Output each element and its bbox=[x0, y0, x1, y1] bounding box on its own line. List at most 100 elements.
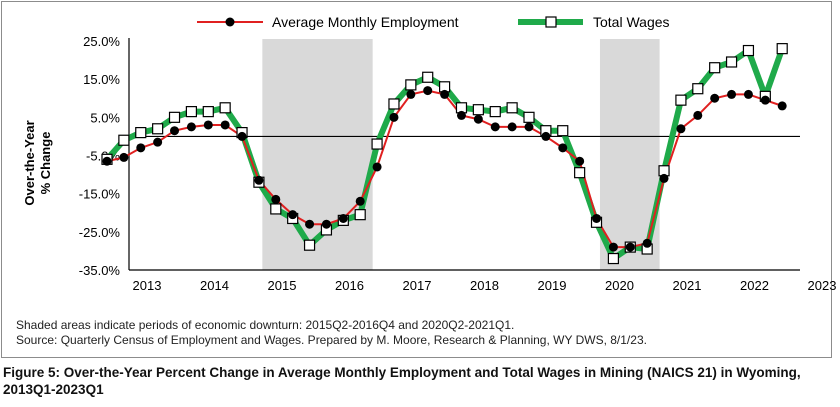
employment-point bbox=[524, 122, 534, 132]
employment-point bbox=[153, 137, 163, 147]
employment-point bbox=[220, 120, 230, 130]
series-group bbox=[101, 43, 788, 265]
employment-point bbox=[338, 213, 348, 223]
x-tick-label: 2018 bbox=[470, 278, 499, 293]
employment-point bbox=[119, 152, 129, 162]
total-wages-point bbox=[489, 106, 501, 118]
employment-point bbox=[625, 242, 635, 252]
employment-point bbox=[186, 122, 196, 132]
y-axis-label-line: % Change bbox=[38, 132, 53, 195]
total-wages-point bbox=[152, 123, 164, 135]
employment-point bbox=[642, 238, 652, 248]
employment-point bbox=[558, 143, 568, 153]
employment-point bbox=[473, 114, 483, 124]
total-wages-point bbox=[354, 209, 366, 221]
employment-point bbox=[355, 196, 365, 206]
x-tick-label: 2020 bbox=[605, 278, 634, 293]
x-tick-label: 2014 bbox=[200, 278, 229, 293]
y-tick-label: 25.0% bbox=[83, 34, 120, 49]
line-chart: -35.0%-25.0%-15.0%-5.0%5.0%15.0%25.0% 20… bbox=[22, 14, 837, 293]
employment-point bbox=[507, 122, 517, 132]
legend-employment-label: Average Monthly Employment bbox=[272, 14, 459, 30]
employment-point bbox=[321, 219, 331, 229]
legend: Average Monthly Employment Total Wages bbox=[197, 14, 670, 30]
x-tick-label: 2017 bbox=[403, 278, 432, 293]
total-wages-point bbox=[303, 239, 316, 251]
total-wages-point bbox=[135, 126, 147, 139]
shaded-band-1 bbox=[262, 39, 373, 270]
source-note: Source: Quarterly Census of Employment a… bbox=[16, 333, 647, 347]
y-axis-label: Over-the-Year% Change bbox=[22, 120, 53, 205]
employment-point bbox=[271, 194, 281, 204]
x-tick-label: 2022 bbox=[740, 278, 769, 293]
employment-point bbox=[743, 89, 753, 99]
employment-point bbox=[760, 95, 770, 105]
total-wages-point bbox=[557, 125, 569, 137]
figure-caption: Figure 5: Over-the-Year Percent Change i… bbox=[3, 365, 801, 397]
total-wages-point bbox=[675, 94, 687, 106]
series-line-total-wages bbox=[104, 47, 786, 262]
x-tick-labels: 2013 2014 2015 2016 2017 2018 2019 2020 2021 2022… bbox=[133, 278, 837, 293]
total-wages-point bbox=[523, 111, 535, 123]
total-wages-point bbox=[405, 79, 417, 91]
employment-point bbox=[305, 219, 315, 229]
x-tick-label: 2013 bbox=[133, 278, 162, 293]
shading-note: Shaded areas indicate periods of economi… bbox=[16, 318, 515, 332]
chart-frame bbox=[1, 1, 832, 358]
legend-wages-marker bbox=[545, 16, 557, 28]
y-tick-label: -35.0% bbox=[79, 263, 121, 278]
employment-point bbox=[592, 213, 602, 223]
total-wages-point bbox=[270, 203, 282, 215]
employment-point bbox=[676, 124, 686, 134]
x-tick-label: 2015 bbox=[268, 278, 297, 293]
employment-point bbox=[777, 101, 787, 111]
x-tick-label: 2021 bbox=[673, 278, 702, 293]
total-wages-point bbox=[118, 134, 130, 146]
employment-point bbox=[440, 89, 450, 99]
employment-point bbox=[575, 156, 585, 166]
y-tick-labels: -35.0%-25.0%-15.0%-5.0%5.0%15.0%25.0% bbox=[79, 34, 121, 278]
employment-point bbox=[406, 89, 416, 99]
total-wages-point bbox=[422, 71, 434, 83]
axes bbox=[128, 38, 800, 271]
employment-point bbox=[693, 110, 703, 120]
x-tick-label: 2023 bbox=[808, 278, 837, 293]
total-wages-point bbox=[185, 106, 197, 118]
employment-point bbox=[389, 112, 399, 122]
y-axis-label-line: Over-the-Year bbox=[22, 120, 37, 205]
total-wages-point bbox=[472, 104, 484, 116]
employment-point bbox=[659, 173, 669, 183]
employment-point bbox=[490, 122, 500, 132]
y-tick-label: 5.0% bbox=[90, 110, 120, 125]
employment-point bbox=[136, 143, 146, 153]
employment-point bbox=[423, 86, 433, 96]
y-tick-label: 15.0% bbox=[83, 72, 120, 87]
legend-wages-label: Total Wages bbox=[593, 14, 670, 30]
employment-point bbox=[170, 126, 180, 136]
y-tick-label: -15.0% bbox=[79, 187, 121, 202]
employment-point bbox=[608, 242, 618, 252]
total-wages-point bbox=[388, 98, 400, 110]
employment-point bbox=[727, 89, 737, 99]
employment-point bbox=[254, 175, 264, 185]
total-wages-point bbox=[692, 83, 704, 95]
total-wages-point bbox=[506, 102, 518, 114]
x-tick-label: 2019 bbox=[538, 278, 567, 293]
x-tick-label: 2016 bbox=[335, 278, 364, 293]
employment-point bbox=[710, 93, 720, 103]
total-wages-point bbox=[168, 111, 181, 123]
total-wages-point bbox=[219, 102, 231, 114]
employment-point bbox=[237, 131, 247, 141]
total-wages-point bbox=[574, 167, 586, 179]
employment-point bbox=[372, 162, 382, 172]
total-wages-point bbox=[202, 106, 214, 118]
y-tick-label: -25.0% bbox=[79, 225, 121, 240]
total-wages-point bbox=[742, 44, 755, 57]
legend-employment-marker bbox=[225, 17, 235, 27]
total-wages-point bbox=[776, 43, 788, 55]
employment-point bbox=[456, 110, 466, 120]
employment-point bbox=[203, 120, 213, 130]
total-wages-point bbox=[371, 138, 383, 150]
total-wages-point bbox=[607, 252, 620, 265]
employment-point bbox=[102, 156, 112, 166]
